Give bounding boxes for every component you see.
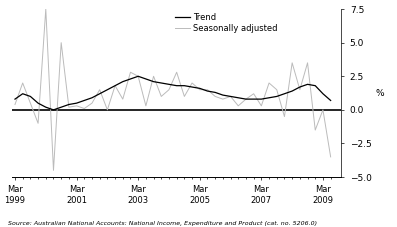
Legend: Trend, Seasonally adjusted: Trend, Seasonally adjusted [175,13,278,33]
Text: Source: Australian National Accounts: National Income, Expenditure and Product (: Source: Australian National Accounts: Na… [8,221,317,226]
Y-axis label: %: % [376,89,384,98]
